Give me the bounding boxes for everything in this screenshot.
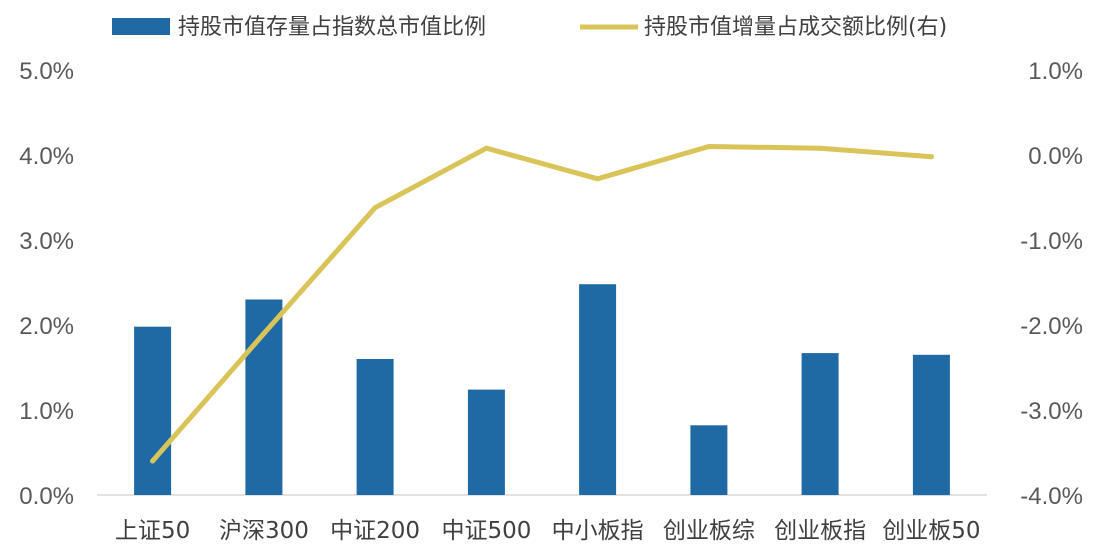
legend-swatch-bar [112,18,170,35]
bar [801,353,839,495]
x-tick-label: 沪深300 [219,518,309,544]
x-tick-label: 上证50 [115,518,190,544]
legend: 持股市值存量占指数总市值比例 持股市值增量占成交额比例(右) [112,15,947,40]
y-axis-right: -4.0% -3.0% -2.0% -1.0% 0.0% 1.0% [1020,58,1083,510]
legend-label-bar: 持股市值存量占指数总市值比例 [178,15,486,40]
y-right-tick-label: 1.0% [1028,58,1083,85]
y-left-tick-label: 2.0% [19,313,74,340]
line-point [150,458,156,464]
line-point [595,176,601,182]
x-tick-label: 创业板综 [663,518,755,544]
bar-series [134,284,950,496]
bar [356,359,394,495]
x-tick-label: 中证200 [330,518,420,544]
x-tick-label: 创业板指 [774,518,866,544]
y-axis-left: 0.0% 1.0% 2.0% 3.0% 4.0% 5.0% [19,58,74,510]
x-tick-label: 中证500 [441,518,531,544]
y-left-tick-label: 1.0% [19,398,74,425]
bar [134,326,172,495]
y-left-tick-label: 3.0% [19,228,74,255]
line-point [483,145,489,151]
x-tick-label: 创业板50 [882,518,980,544]
y-left-tick-label: 5.0% [19,58,74,85]
x-tick-label: 中小板指 [552,518,644,544]
line-point [817,145,823,151]
line-point [928,154,934,160]
bar [467,389,505,495]
y-right-tick-label: -2.0% [1020,313,1083,340]
line-point [372,205,378,211]
bar [579,284,617,495]
line-series [150,144,934,464]
bar [690,425,728,495]
y-right-tick-label: 0.0% [1028,143,1083,170]
y-right-tick-label: -4.0% [1020,483,1083,510]
line-point [706,144,712,149]
y-left-tick-label: 0.0% [19,483,74,510]
line-point [261,331,267,336]
bar [912,354,950,496]
bar [245,299,283,495]
legend-label-line: 持股市值增量占成交额比例(右) [644,15,947,40]
line-path [150,144,934,464]
y-right-tick-label: -1.0% [1020,228,1083,255]
x-axis-labels: 上证50 沪深300 中证200 中证500 中小板指 创业板综 创业板指 创业板50 [115,518,981,544]
y-left-tick-label: 4.0% [19,143,74,170]
y-right-tick-label: -3.0% [1020,398,1083,425]
